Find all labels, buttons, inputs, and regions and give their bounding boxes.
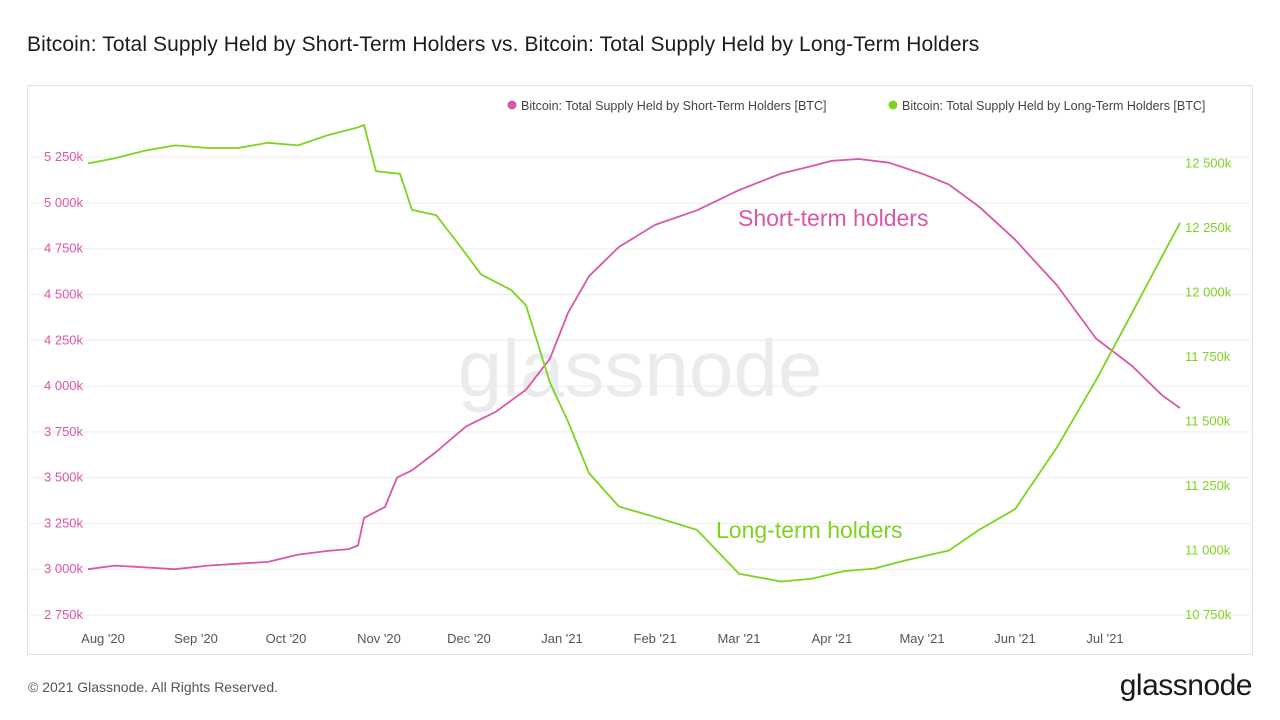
copyright-text: © 2021 Glassnode. All Rights Reserved. <box>28 679 279 695</box>
y-left-tick-label: 4 500k <box>44 287 84 302</box>
brand-logo: glassnode <box>1119 669 1253 702</box>
y-left-tick-label: 4 250k <box>44 332 84 347</box>
long-term-annotation: Long-term holders <box>716 517 903 543</box>
grid-lines <box>30 156 1250 616</box>
y-left-tick-label: 5 000k <box>44 195 84 210</box>
y-left-tick-label: 3 750k <box>44 424 84 439</box>
y-right-tick-label: 10 750k <box>1185 607 1232 622</box>
x-tick-label: Sep '20 <box>174 631 218 646</box>
y-left-tick-label: 4 750k <box>44 241 84 256</box>
x-tick-label: Nov '20 <box>357 631 401 646</box>
y-left-tick-label: 5 250k <box>44 149 84 164</box>
chart-legend: Bitcoin: Total Supply Held by Short-Term… <box>507 99 1205 113</box>
x-tick-label: Oct '20 <box>266 631 307 646</box>
series-annotations: Short-term holders Long-term holders <box>716 205 928 543</box>
legend-long-term-marker <box>888 100 898 110</box>
y-right-tick-label: 12 000k <box>1185 284 1232 299</box>
legend-short-term-marker <box>507 100 517 110</box>
x-tick-label: May '21 <box>899 631 944 646</box>
chart-title: Bitcoin: Total Supply Held by Short-Term… <box>27 33 980 56</box>
y-left-tick-label: 3 500k <box>44 470 84 485</box>
y-left-tick-label: 4 000k <box>44 378 84 393</box>
x-tick-label: Jul '21 <box>1086 631 1123 646</box>
y-right-tick-label: 11 000k <box>1185 542 1231 557</box>
long-term-holders-line <box>87 123 1181 583</box>
x-tick-label: Dec '20 <box>447 631 491 646</box>
x-tick-label: Jan '21 <box>541 631 583 646</box>
y-left-tick-label: 3 000k <box>44 561 84 576</box>
y-left-tick-label: 3 250k <box>44 515 84 530</box>
short-term-holders-line <box>87 158 1181 571</box>
y-right-tick-label: 11 250k <box>1185 478 1231 493</box>
y-right-tick-label: 11 500k <box>1185 413 1231 428</box>
y-right-tick-label: 12 250k <box>1185 220 1232 235</box>
short-term-annotation: Short-term holders <box>738 205 928 231</box>
x-tick-label: Apr '21 <box>812 631 853 646</box>
legend-short-term-label: Bitcoin: Total Supply Held by Short-Term… <box>521 99 826 113</box>
x-tick-label: Jun '21 <box>994 631 1036 646</box>
y-left-tick-label: 2 750k <box>44 607 84 622</box>
axis-labels: 2 750k 3 000k 3 250k 3 500k 3 750k 4 000k 4 25… <box>44 149 1232 646</box>
y-right-tick-label: 11 750k <box>1185 349 1231 364</box>
legend-long-term-label: Bitcoin: Total Supply Held by Long-Term … <box>902 99 1205 113</box>
watermark-text: glassnode <box>458 324 823 413</box>
x-tick-label: Aug '20 <box>81 631 125 646</box>
series-lines <box>87 123 1181 583</box>
y-right-tick-label: 12 500k <box>1185 155 1232 170</box>
x-tick-label: Mar '21 <box>718 631 761 646</box>
x-tick-label: Feb '21 <box>634 631 677 646</box>
chart-panel <box>27 85 1253 655</box>
